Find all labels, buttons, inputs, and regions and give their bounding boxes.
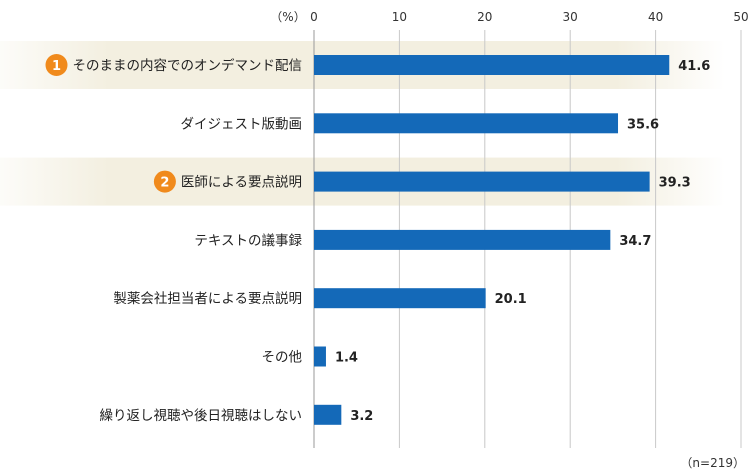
x-tick-label-10: 10 <box>392 10 407 24</box>
value-label-0: 41.6 <box>678 59 710 74</box>
value-label-5: 1.4 <box>335 351 358 366</box>
x-tick-label-20: 20 <box>477 10 492 24</box>
value-label-6: 3.2 <box>350 409 373 424</box>
category-label-4: 製薬会社担当者による要点説明 <box>113 291 302 307</box>
category-label-2: 医師による要点説明 <box>181 175 302 191</box>
bar-0 <box>314 55 670 75</box>
value-label-2: 39.3 <box>659 176 691 191</box>
rank-badge-number: 1 <box>52 59 61 74</box>
x-axis-unit-label: （%） <box>270 10 305 24</box>
x-tick-label-30: 30 <box>563 10 578 24</box>
value-labels: 41.6 35.6 39.3 34.7 20.1 1.4 3.2 <box>335 59 710 424</box>
bar-6 <box>314 404 342 425</box>
category-label-6: 繰り返し視聴や後日視聴はしない <box>100 408 303 424</box>
bar-4 <box>314 288 486 309</box>
bars <box>314 55 670 425</box>
sample-size-note: （n=219） <box>680 456 745 470</box>
category-label-3: テキストの議事録 <box>194 232 302 249</box>
x-tick-label-50: 50 <box>733 10 748 24</box>
rank-badge-number: 2 <box>160 176 169 191</box>
x-tick-label-40: 40 <box>648 10 663 24</box>
value-label-4: 20.1 <box>495 292 527 307</box>
bar-2 <box>314 171 650 192</box>
value-label-3: 34.7 <box>619 234 651 249</box>
x-axis-ticks: 0 10 20 30 40 50 <box>310 10 748 24</box>
category-label-5: その他 <box>262 350 303 366</box>
category-label-0: そのままの内容でのオンデマンド配信 <box>73 57 303 74</box>
value-label-1: 35.6 <box>627 117 659 132</box>
bar-5 <box>314 346 326 367</box>
category-label-1: ダイジェスト版動画 <box>181 116 303 132</box>
rank-badge-2 <box>153 170 176 193</box>
x-tick-label-0: 0 <box>310 10 318 24</box>
bar-1 <box>314 113 619 134</box>
bar-3 <box>314 229 611 250</box>
rank-badge-1 <box>45 54 68 76</box>
